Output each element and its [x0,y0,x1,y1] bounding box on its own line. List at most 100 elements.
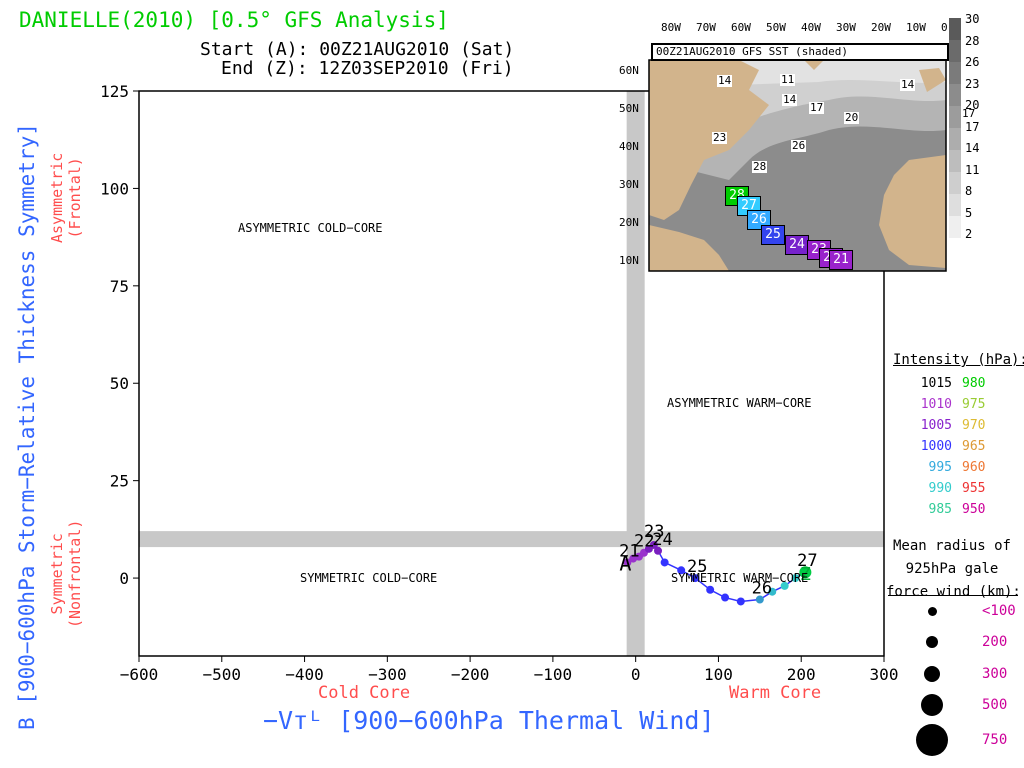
intensity-legend-title: Intensity (hPa): [893,352,1024,368]
radius-dot [921,694,943,716]
track-start-marker: A [619,551,631,575]
x-tick-label: −300 [368,665,407,684]
colorbar-swatch [949,84,961,106]
inset-lat-label: 10N [619,254,639,267]
inset-lon-label: 70W [696,21,716,34]
colorbar-label: 11 [965,162,980,177]
colorbar-swatch [949,238,961,260]
x-axis-left-label: Cold Core [318,683,411,703]
intensity-value: 970 [962,418,986,433]
x-axis-title: −Vᴛᴸ [900−600hPa Thermal Wind] [263,706,715,735]
radius-value: 750 [982,732,1008,748]
inset-sst-label: 28 [752,160,768,173]
colorbar-label: 28 [965,33,980,48]
inset-sst-label: 11 [780,73,796,86]
chart-title: DANIELLE(2010) [0.5° GFS Analysis] [19,8,449,32]
sst-inset-map: 80W 70W 60W 50W 40W 30W 20W 10W 0 60N 50N 40N 30N 20… [609,10,979,272]
x-tick-label: 0 [631,665,641,684]
x-tick-label: 300 [870,665,899,684]
region-label-asymmetric-warm: ASYMMETRIC WARM−CORE [667,396,812,410]
inset-lat-label: 30N [619,178,639,191]
track-point [654,546,663,555]
inset-sst-label: 14 [782,93,798,106]
inset-track-box: 24 [785,235,809,255]
track-day-label: 26 [752,579,772,599]
track-point [721,593,730,602]
region-label-symmetric-cold: SYMMETRIC COLD−CORE [300,571,438,585]
inset-lat-label: 50N [619,102,639,115]
y-tick-label: 75 [110,277,129,296]
inset-sst-label: 26 [791,139,807,152]
inset-lat-label: 40N [619,140,639,153]
intensity-value: 980 [962,376,986,391]
intensity-value: 995 [928,460,952,475]
colorbar-label: 5 [965,205,973,220]
radius-value: <100 [982,603,1016,619]
colorbar-swatch [949,194,961,216]
region-label-asymmetric-cold: ASYMMETRIC COLD−CORE [238,221,383,235]
intensity-value: 950 [962,502,986,517]
x-axis-right-label: Warm Core [729,683,822,703]
horizontal-divider [139,531,884,548]
inset-lat-label: 20N [619,216,639,229]
x-tick-label: −100 [534,665,573,684]
x-tick-label: −600 [120,665,159,684]
track-day-label: 27 [797,551,817,571]
inset-track-box: 21 [829,250,853,270]
inset-sst-label: 14 [717,74,733,87]
inset-lon-label: 80W [661,21,681,34]
y-axis-bottom-label: Symmetric (Nonfrontal) [48,519,84,628]
start-time: Start (A): 00Z21AUG2010 (Sat) [200,39,515,60]
intensity-value: 1010 [920,397,952,412]
x-tick-label: −200 [451,665,490,684]
inset-sst-label: 23 [712,131,728,144]
y-axis-title: B [900−600hPa Storm−Relative Thickness S… [15,123,39,730]
track-point [768,587,777,596]
track-point [799,566,812,579]
vertical-divider [626,91,645,656]
colorbar-label: 8 [965,184,973,198]
inset-lon-label: 20W [871,21,891,34]
colorbar-swatch [949,106,961,128]
x-tick-label: −500 [203,665,242,684]
x-tick-label: 100 [704,665,733,684]
inset-lat-label: 60N [619,64,639,77]
inset-lon-label: 50W [766,21,786,34]
track-point [791,574,800,583]
colorbar-swatch [949,40,961,62]
radius-value: 500 [982,697,1008,713]
colorbar-swatch [949,216,961,238]
track-point [706,585,715,594]
x-tick-label: −400 [285,665,324,684]
inset-sst-label: 17 [961,107,977,120]
radius-value: 300 [982,666,1008,682]
colorbar-swatch [949,18,961,40]
intensity-value: 965 [962,439,986,454]
intensity-value: 955 [962,481,986,496]
inset-sst-label: 20 [844,111,860,124]
end-time: End (Z): 12Z03SEP2010 (Fri) [221,58,514,79]
track-point [677,566,686,575]
colorbar-label: 30 [965,12,980,26]
track-day-label: 24 [652,530,672,550]
track-day-label: 21 [619,541,639,561]
track-point [736,597,745,606]
intensity-legend: Intensity (hPa): 1015 1010 1005 1000 995 990 9… [886,350,1024,530]
intensity-value: 1005 [920,418,952,433]
inset-sst-label: 17 [809,101,825,114]
track-point [755,595,764,604]
intensity-value: 990 [928,481,952,496]
y-tick-label: 25 [110,472,129,491]
track-end-marker: Z [800,564,811,585]
inset-track-box: 25 [761,225,785,245]
colorbar-label: 20 [965,98,980,112]
intensity-value: 960 [962,460,986,475]
inset-lon-label: 40W [801,21,821,34]
inset-lon-label: 30W [836,21,856,34]
colorbar-label: 26 [965,55,980,69]
radius-legend: Mean radius of 925hPa gale force wind (k… [886,535,1022,760]
track-point [649,540,658,549]
intensity-value: 1000 [920,439,952,454]
colorbar-swatch [949,172,961,194]
